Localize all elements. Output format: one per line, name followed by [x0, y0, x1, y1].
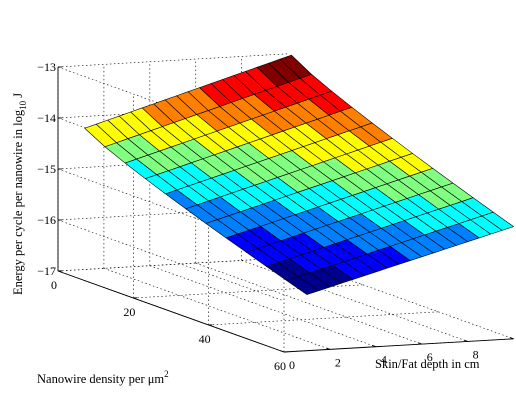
z-tick-label: −13: [37, 60, 56, 74]
x-tick: [418, 342, 422, 345]
x-tick-label: 8: [473, 347, 479, 361]
floor-grid-line-x: [195, 262, 422, 345]
z-axis-label-sub: 10: [18, 100, 28, 110]
y-tick-label: 0: [51, 278, 57, 292]
y-tick-label: 40: [199, 332, 211, 346]
y-axis-label: Nanowire density per μm2: [37, 369, 169, 386]
z-tick-label: −17: [37, 264, 56, 278]
y-tick-label: 60: [274, 359, 286, 373]
z-axis-label-main: Energy per cycle per nanowire in log: [11, 109, 25, 295]
floor-grid-line-x: [103, 268, 331, 350]
x-tick: [509, 337, 514, 340]
z-axis-label-tail: J: [11, 93, 25, 101]
x-tick: [326, 347, 331, 350]
z-tick-label: −15: [37, 162, 56, 176]
x-axis-line: [283, 338, 514, 353]
axis-layer: 02468100204060−17−16−15−14−13: [37, 60, 516, 373]
y-axis-label-main: Nanowire density per μm: [37, 372, 164, 386]
x-tick-label: 0: [289, 358, 295, 372]
surface-layer: [84, 54, 514, 295]
floor-grid-line-x: [149, 265, 376, 348]
x-tick: [464, 339, 468, 342]
z-tick-label: −14: [37, 111, 56, 125]
x-tick-label: 2: [335, 355, 341, 369]
z-axis-label: Energy per cycle per nanowire in log10 J: [11, 93, 28, 295]
z-tick-label: −16: [37, 213, 56, 227]
surface-patch: [286, 276, 319, 295]
x-tick-label: 4: [381, 353, 387, 367]
y-tick-label: 20: [123, 305, 135, 319]
y-axis-line: [57, 270, 285, 353]
y-axis-label-sup: 2: [164, 369, 169, 379]
x-axis-label: Skin/Fat depth in cm: [375, 357, 480, 371]
x-tick: [372, 344, 376, 348]
side-wall-grid-line-z: [57, 219, 285, 302]
x-tick-label: 6: [427, 350, 433, 364]
x-tick: [280, 350, 285, 353]
back-wall-grid-line-z: [57, 53, 288, 68]
